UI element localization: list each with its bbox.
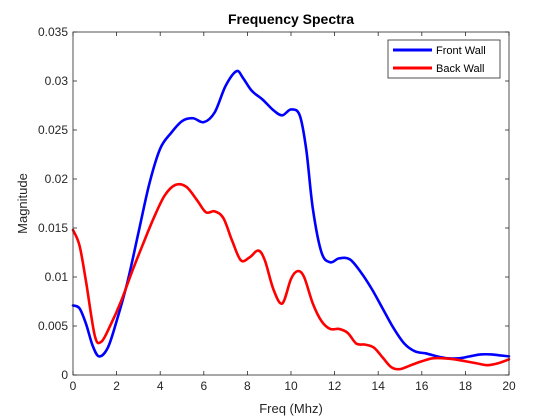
- x-tick-label: 12: [328, 379, 342, 393]
- legend-box: [387, 39, 501, 79]
- chart-title: Frequency Spectra: [228, 11, 354, 27]
- legend-label-front-wall: Front Wall: [436, 45, 486, 57]
- y-tick-label: 0.03: [45, 74, 69, 88]
- y-tick-label: 0.015: [38, 221, 68, 235]
- plot-area: [73, 32, 509, 375]
- series-layer: [71, 69, 511, 371]
- series-line-front-wall: [71, 69, 511, 360]
- x-axis-label: Freq (Mhz): [259, 401, 323, 416]
- y-tick-label: 0.025: [38, 123, 68, 137]
- y-axis-label: Magnitude: [15, 173, 30, 234]
- axes-layer: 0 2 4 6 8 10 12 14 16 18 20 0 0.005 0.01 0.015 0.02 0.02…: [38, 25, 516, 393]
- y-tick-label: 0: [61, 368, 68, 382]
- x-tick-label: 0: [70, 379, 77, 393]
- y-tick-label: 0.035: [38, 25, 68, 39]
- x-tick-label: 14: [372, 379, 386, 393]
- x-tick-label: 6: [200, 379, 207, 393]
- x-tick-label: 4: [157, 379, 164, 393]
- y-tick-label: 0.01: [45, 270, 69, 284]
- x-tick-label: 2: [113, 379, 120, 393]
- legend-label-back-wall: Back Wall: [436, 63, 485, 75]
- legend: Front Wall Back Wall: [387, 39, 501, 79]
- series-line-back-wall: [71, 182, 511, 371]
- x-tick-label: 18: [459, 379, 473, 393]
- x-tick-label: 8: [244, 379, 251, 393]
- x-tick-label: 10: [284, 379, 298, 393]
- y-tick-label: 0.02: [45, 172, 69, 186]
- x-tick-label: 20: [502, 379, 516, 393]
- y-tick-label: 0.005: [38, 319, 68, 333]
- x-tick-label: 16: [415, 379, 429, 393]
